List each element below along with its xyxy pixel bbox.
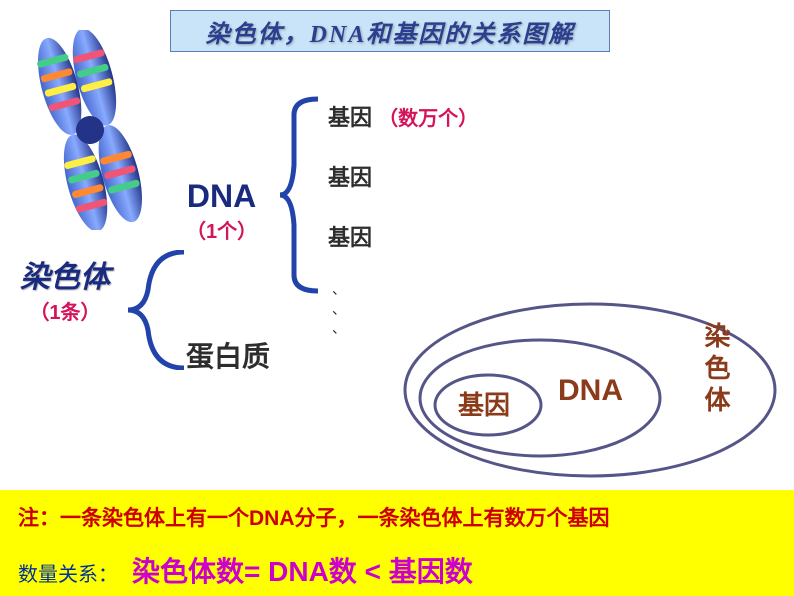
venn-label-chromosome: 染色体 [698, 322, 735, 418]
chromosome-label: 染色体 （1条） [20, 252, 110, 325]
footer-relation-label: 数量关系： [18, 558, 118, 587]
title-text: 染色体，DNA和基因的关系图解 [206, 14, 575, 49]
dna-label: DNA （1个） [186, 178, 257, 244]
footer-relation-eq: 染色体数= DNA数 < 基因数 [132, 550, 473, 590]
gene-item-3: 基因 [328, 220, 478, 252]
protein-label: 蛋白质 [186, 335, 270, 375]
footer: 注：一条染色体上有一个DNA分子，一条染色体上有数万个基因 数量关系： 染色体数… [0, 490, 794, 596]
gene-count: （数万个） [378, 108, 478, 130]
brace-chromosome [128, 250, 184, 370]
chromosome-label-text: 染色体 [20, 252, 110, 296]
chromosome-illustration [30, 30, 150, 230]
title-box: 染色体，DNA和基因的关系图解 [170, 10, 610, 52]
footer-relation: 数量关系： 染色体数= DNA数 < 基因数 [18, 550, 776, 590]
dna-label-text: DNA [186, 178, 257, 215]
chromosome-count: （1条） [20, 296, 110, 325]
gene-item-2: 基因 [328, 160, 478, 192]
dna-count: （1个） [186, 215, 257, 244]
venn-label-dna: DNA [558, 374, 623, 408]
gene-label-1: 基因 [328, 105, 372, 130]
brace-dna [280, 95, 320, 295]
footer-note: 注：一条染色体上有一个DNA分子，一条染色体上有数万个基因 [18, 502, 776, 532]
venn-label-gene: 基因 [458, 385, 510, 422]
gene-item-1: 基因 （数万个） [328, 100, 478, 132]
